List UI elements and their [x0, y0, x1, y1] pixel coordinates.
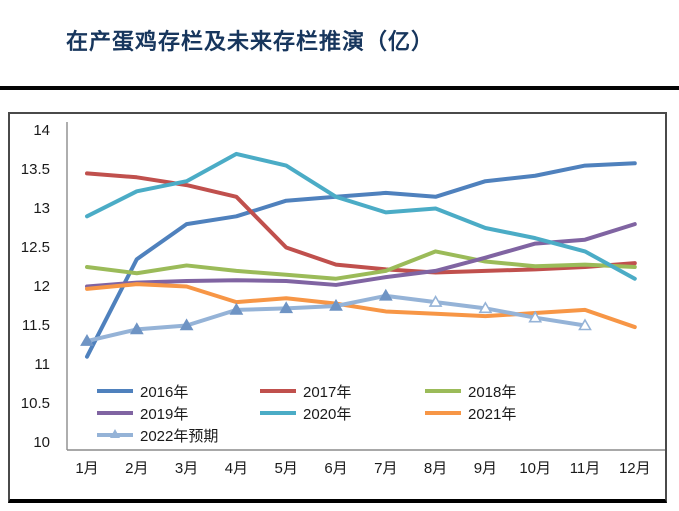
x-tick-label: 2月 [125, 460, 149, 477]
legend-item-2017年: 2017年 [260, 382, 352, 401]
legend-swatch [97, 429, 133, 438]
forecast-open-triangle-marker [578, 318, 592, 331]
chart-frame: 14 13.5 13 12.5 12 11.5 11 10.5 10 1月 2月 3月 4月 5月 6月 7… [8, 112, 667, 503]
triangle-marker [279, 301, 294, 314]
triangle-marker [179, 318, 194, 331]
legend-label: 2016年 [140, 383, 189, 401]
legend-item-2021年: 2021年 [425, 404, 517, 423]
x-tick-label: 1月 [75, 460, 99, 477]
x-tick-label: 3月 [174, 460, 199, 477]
triangle-marker [229, 302, 244, 315]
legend-swatch [260, 389, 296, 393]
legend-label: 2018年 [468, 383, 517, 401]
x-tick-label: 9月 [473, 460, 498, 477]
y-tick-label: 12 [33, 277, 50, 295]
legend-label: 2020年 [303, 405, 352, 423]
triangle-marker [378, 288, 393, 301]
chart-title: 在产蛋鸡存栏及未来存栏推演（亿） [66, 29, 435, 54]
legend-swatch [425, 389, 461, 393]
legend-triangle-marker [110, 429, 120, 438]
x-tick-label: 6月 [324, 460, 348, 477]
legend-swatch [97, 411, 133, 415]
legend-label: 2019年 [140, 405, 189, 423]
forecast-open-triangle-marker [528, 310, 543, 323]
y-tick-label: 10.5 [20, 394, 50, 412]
legend-item-2022年预期: 2022年预期 [97, 426, 219, 445]
triangle-marker [129, 322, 144, 335]
x-tick-label: 11月 [569, 460, 601, 477]
triangle-marker [329, 298, 343, 311]
legend-label: 2021年 [468, 405, 517, 423]
y-tick-label: 12.5 [20, 238, 50, 256]
legend-item-2016年: 2016年 [97, 382, 189, 401]
y-tick-label: 11 [34, 355, 50, 373]
legend-swatch [425, 411, 461, 415]
series-line-2016年 [85, 161, 637, 359]
title-rule [0, 86, 679, 90]
legend-swatch [260, 411, 296, 415]
y-tick-label: 11.5 [21, 316, 50, 334]
y-tick-label: 13 [33, 199, 50, 217]
legend-item-2019年: 2019年 [97, 404, 189, 423]
forecast-open-triangle-marker [478, 301, 493, 314]
series-line-2017年 [85, 171, 637, 275]
series-line-2020年 [85, 151, 637, 281]
legend-item-2018年: 2018年 [425, 382, 517, 401]
x-tick-label: 7月 [374, 460, 398, 477]
legend-label: 2022年预期 [140, 427, 219, 445]
series-line-2019年 [85, 222, 637, 289]
x-tick-label: 4月 [224, 460, 249, 477]
y-tick-label: 14 [33, 121, 50, 139]
series-line-2018年 [85, 249, 637, 281]
triangle-marker [80, 334, 94, 346]
y-tick-label: 10 [33, 433, 50, 451]
x-tick-label: 8月 [423, 460, 448, 477]
line-chart [66, 122, 665, 451]
legend-swatch [97, 389, 133, 393]
legend-label: 2017年 [303, 383, 352, 401]
x-tick-label: 5月 [274, 460, 298, 477]
forecast-open-triangle-marker [428, 295, 443, 307]
series-line-2021年 [85, 282, 637, 330]
y-tick-label: 13.5 [20, 160, 50, 178]
legend-item-2020年: 2020年 [260, 404, 352, 423]
x-tick-label: 10月 [519, 460, 552, 477]
x-tick-label: 12月 [618, 460, 651, 477]
